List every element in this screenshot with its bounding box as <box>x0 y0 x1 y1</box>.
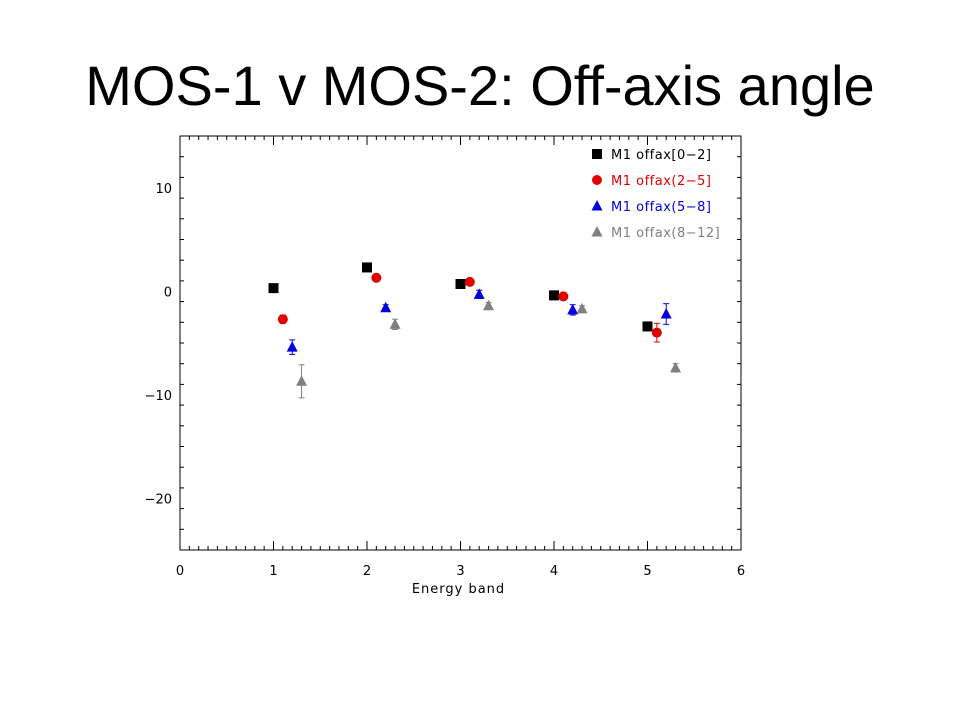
x-tick-label: 5 <box>643 564 651 579</box>
series-3 <box>296 299 682 399</box>
y-tick-label: −10 <box>145 389 172 404</box>
data-point <box>567 303 579 315</box>
chart-axes: 0 1 2 3 4 5 6 10 0 −10 −20 Energy band <box>145 135 745 597</box>
chart-legend: M1 offax[0−2] M1 offax(2−5] M1 offax(5−8] M… <box>591 148 720 241</box>
data-point <box>455 279 466 290</box>
data-point <box>464 276 475 287</box>
chart-points <box>268 262 682 399</box>
legend-marker <box>591 200 603 211</box>
y-tick-label: 10 <box>155 182 172 197</box>
x-tick-label: 4 <box>550 564 558 579</box>
data-point <box>371 272 382 283</box>
data-point <box>549 290 559 301</box>
x-tick-label: 1 <box>269 564 277 579</box>
data-point <box>380 301 392 313</box>
legend-label: M1 offax[0−2] <box>611 148 711 163</box>
x-axis-title: Energy band <box>412 582 505 597</box>
y-tick-label: 0 <box>164 285 172 300</box>
data-point <box>558 291 569 302</box>
data-point <box>362 262 372 273</box>
x-tick-label: 2 <box>363 564 371 579</box>
slide-title: MOS-1 v MOS-2: Off-axis angle <box>85 54 875 117</box>
data-point <box>268 283 279 294</box>
data-point <box>576 302 588 314</box>
x-tick-label: 3 <box>456 564 464 579</box>
data-point <box>483 299 495 311</box>
data-point <box>286 341 298 352</box>
data-point <box>642 321 653 332</box>
x-tick-label: 6 <box>737 564 745 579</box>
data-point <box>651 327 662 338</box>
legend-marker <box>592 175 602 185</box>
data-point <box>660 308 672 319</box>
data-point <box>277 314 288 325</box>
series-1 <box>277 272 662 343</box>
legend-label: M1 offax(2−5] <box>611 174 711 189</box>
legend-marker <box>591 226 603 237</box>
series-0 <box>268 262 653 332</box>
legend-marker <box>592 149 602 159</box>
legend-label: M1 offax(5−8] <box>611 200 711 215</box>
data-point <box>296 375 308 386</box>
x-tick-label: 0 <box>176 564 184 579</box>
data-point <box>670 361 682 373</box>
plot-frame <box>179 135 742 551</box>
legend-label: M1 offax(8−12] <box>611 226 720 241</box>
series-2 <box>286 288 672 355</box>
y-tick-label: −20 <box>145 492 172 507</box>
data-point <box>389 318 401 329</box>
data-point <box>473 288 485 299</box>
